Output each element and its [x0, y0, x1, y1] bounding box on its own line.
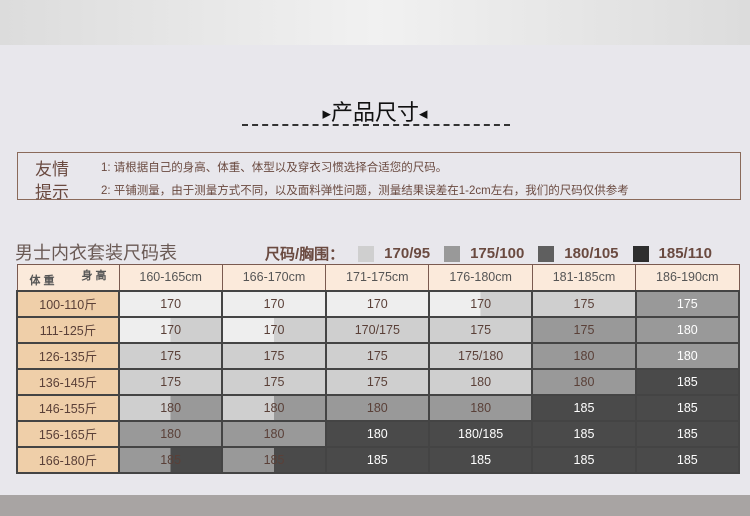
height-axis-label: 身 高 [81, 270, 107, 282]
size-cell: 180 [634, 341, 741, 370]
row-header: 156-165斤 [16, 419, 120, 448]
size-cell: 180 [117, 419, 224, 448]
size-cell: 175 [634, 289, 741, 318]
top-banner [0, 0, 750, 45]
notice-line-2: 2: 平铺测量，由于测量方式不同，以及面料弹性问题，测量结果误差在1-2cm左右… [101, 185, 629, 197]
size-cell: 180 [427, 393, 534, 422]
column-header: 171-175cm [325, 264, 430, 291]
column-header: 186-190cm [635, 264, 740, 291]
size-cell: 175 [221, 341, 327, 370]
notice-line-1: 1: 请根据自己的身高、体重、体型以及穿衣习惯选择合适您的尺码。 [101, 162, 448, 174]
size-cell: 185 [634, 445, 741, 474]
size-cell: 180 [531, 341, 637, 370]
column-header: 166-170cm [221, 264, 327, 291]
size-table: 身 高 体 重 160-165cm 166-170cm 171-175cm 176-18… [16, 264, 741, 474]
size-cell: 180/185 [427, 419, 534, 448]
size-cell: 185 [531, 393, 637, 422]
size-cell: 170 [117, 315, 224, 344]
size-cell: 180 [634, 315, 741, 344]
table-row: 156-165斤 180 180 180 180/185 185 185 [16, 419, 741, 448]
size-cell: 170 [221, 315, 327, 344]
table-header-row: 身 高 体 重 160-165cm 166-170cm 171-175cm 176-18… [16, 264, 740, 291]
table-row: 126-135斤 175 175 175 175/180 180 180 [16, 341, 741, 370]
size-cell: 185 [117, 445, 224, 474]
size-cell: 175/180 [427, 341, 534, 370]
size-cell: 180 [531, 367, 637, 396]
size-cell: 180 [221, 419, 327, 448]
size-cell: 170 [117, 289, 224, 318]
size-cell: 185 [531, 419, 637, 448]
size-cell: 175 [117, 367, 224, 396]
legend-swatch [444, 245, 461, 262]
row-header: 126-135斤 [16, 341, 120, 370]
table-row: 136-145斤 175 175 175 180 180 185 [16, 367, 741, 396]
size-cell: 180 [427, 367, 534, 396]
legend-item-label: 180/105 [564, 245, 619, 262]
notice-label-2: 提示 [35, 183, 69, 202]
legend-label: 尺码/胸围： [265, 246, 345, 263]
bottom-band [0, 495, 750, 516]
size-cell: 180 [221, 393, 327, 422]
size-cell: 185 [221, 445, 327, 474]
notice-box [17, 152, 741, 200]
size-cell: 185 [634, 419, 741, 448]
notice-label-1: 友情 [35, 160, 69, 179]
size-cell: 180 [324, 419, 430, 448]
size-cell: 185 [531, 445, 637, 474]
size-cell: 180 [324, 393, 430, 422]
table-row: 146-155斤 180 180 180 180 185 185 [16, 393, 741, 422]
corner-cell: 身 高体 重 [16, 264, 120, 291]
size-cell: 175 [324, 367, 430, 396]
row-header: 166-180斤 [16, 445, 120, 474]
size-cell: 175 [427, 315, 534, 344]
size-cell: 185 [634, 393, 741, 422]
legend-item-label: 185/110 [658, 245, 712, 262]
size-legend: 尺码/胸围： 170/95 175/100 180/105 185/110 [265, 243, 712, 264]
row-header: 100-110斤 [16, 289, 120, 318]
table-row: 166-180斤 185 185 185 185 185 185 [16, 445, 741, 474]
size-cell: 175 [531, 289, 637, 318]
size-cell: 175 [531, 315, 637, 344]
table-row: 111-125斤 170 170 170/175 175 175 180 [16, 315, 741, 344]
section-title-text: 产品尺寸 [330, 101, 419, 126]
table-row: 100-110斤 170 170 170 170 175 175 [16, 289, 741, 318]
column-header: 160-165cm [118, 264, 223, 291]
size-cell: 175 [221, 367, 327, 396]
title-divider [242, 124, 510, 126]
legend-swatch [632, 245, 649, 262]
row-header: 146-155斤 [16, 393, 120, 422]
size-cell: 170 [221, 289, 327, 318]
size-cell: 170 [324, 289, 430, 318]
legend-swatch [538, 245, 555, 262]
size-cell: 175 [117, 341, 224, 370]
row-header: 136-145斤 [16, 367, 120, 396]
size-cell: 180 [117, 393, 224, 422]
size-cell: 170/175 [324, 315, 430, 344]
size-cell: 175 [324, 341, 430, 370]
column-header: 181-185cm [531, 264, 637, 291]
legend-item-label: 170/95 [384, 245, 431, 262]
weight-axis-label: 体 重 [29, 274, 55, 287]
row-header: 111-125斤 [16, 315, 120, 344]
triangle-left-icon: ◀ [419, 107, 428, 121]
legend-item-label: 175/100 [470, 245, 525, 262]
size-cell: 170 [427, 289, 534, 318]
size-chart-title: 男士内衣套装尺码表 [15, 243, 177, 263]
triangle-right-icon: ▶ [322, 107, 331, 121]
legend-swatch [358, 245, 375, 262]
size-cell: 185 [634, 367, 741, 396]
size-cell: 185 [324, 445, 430, 474]
size-cell: 185 [427, 445, 534, 474]
section-title: ▶产品尺寸◀ [0, 95, 750, 127]
column-header: 176-180cm [428, 264, 533, 291]
